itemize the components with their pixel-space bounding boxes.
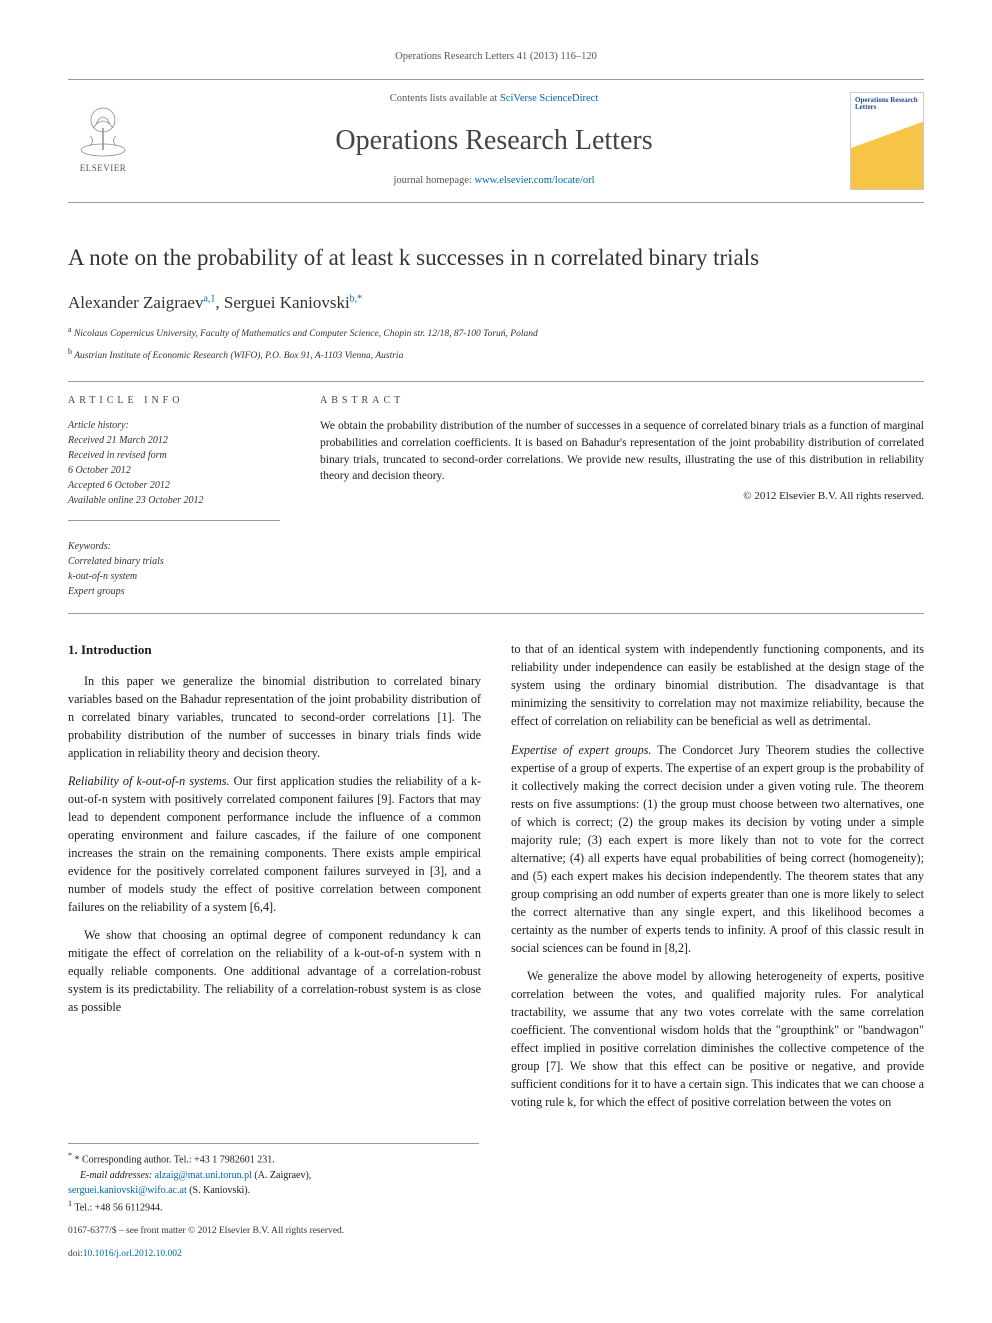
email-addresses: E-mail addresses: alzaig@mat.uni.torun.p…: [68, 1168, 479, 1183]
keywords: Keywords: Correlated binary trials k-out…: [68, 539, 280, 599]
author-2: Serguei Kaniovskib,*: [224, 293, 362, 312]
corresponding-author: * * Corresponding author. Tel.: +43 1 79…: [68, 1150, 479, 1167]
rule: [68, 520, 280, 521]
column-right: to that of an identical system with inde…: [511, 640, 924, 1121]
rule: [68, 381, 924, 382]
affiliation-b: b Austrian Institute of Economic Researc…: [68, 346, 924, 363]
author-1: Alexander Zaigraeva,1: [68, 293, 215, 312]
email-link[interactable]: alzaig@mat.uni.torun.pl: [155, 1170, 252, 1181]
email-link[interactable]: serguei.kaniovski@wifo.ac.at: [68, 1185, 187, 1196]
abstract-text: We obtain the probability distribution o…: [320, 418, 924, 485]
section-heading: 1. Introduction: [68, 640, 481, 659]
abstract-copyright: © 2012 Elsevier B.V. All rights reserved…: [320, 489, 924, 504]
paragraph: to that of an identical system with inde…: [511, 640, 924, 730]
contents-line: Contents lists available at SciVerse Sci…: [138, 92, 850, 107]
body-columns: 1. Introduction In this paper we general…: [68, 640, 924, 1121]
sciencedirect-link[interactable]: SciVerse ScienceDirect: [500, 93, 598, 104]
homepage-line: journal homepage: www.elsevier.com/locat…: [138, 174, 850, 189]
footnote-tel: 1 Tel.: +48 56 6112944.: [68, 1198, 479, 1215]
issn-line: 0167-6377/$ – see front matter © 2012 El…: [68, 1225, 924, 1238]
footnotes: * * Corresponding author. Tel.: +43 1 79…: [68, 1143, 479, 1215]
publisher-name: ELSEVIER: [80, 162, 127, 175]
affiliation-a: a Nicolaus Copernicus University, Facult…: [68, 324, 924, 341]
journal-cover-thumb: Operations Research Letters: [850, 92, 924, 190]
article-title: A note on the probability of at least k …: [68, 243, 924, 273]
journal-title: Operations Research Letters: [138, 121, 850, 160]
rule: [68, 613, 924, 614]
abstract-label: ABSTRACT: [320, 394, 924, 408]
authors: Alexander Zaigraeva,1, Serguei Kaniovski…: [68, 291, 924, 315]
paragraph: In this paper we generalize the binomial…: [68, 672, 481, 762]
column-left: 1. Introduction In this paper we general…: [68, 640, 481, 1121]
paragraph: We show that choosing an optimal degree …: [68, 926, 481, 1016]
article-history: Article history: Received 21 March 2012 …: [68, 418, 280, 508]
article-info-label: ARTICLE INFO: [68, 394, 280, 408]
paragraph: Reliability of k-out-of-n systems. Our f…: [68, 772, 481, 916]
masthead: ELSEVIER Contents lists available at Sci…: [68, 79, 924, 203]
elsevier-tree-icon: [76, 102, 130, 160]
running-header: Operations Research Letters 41 (2013) 11…: [68, 50, 924, 65]
homepage-link[interactable]: www.elsevier.com/locate/orl: [475, 175, 595, 186]
doi-line: doi:10.1016/j.orl.2012.10.002: [68, 1248, 924, 1261]
doi-link[interactable]: 10.1016/j.orl.2012.10.002: [83, 1249, 182, 1259]
paragraph: We generalize the above model by allowin…: [511, 967, 924, 1111]
elsevier-logo: ELSEVIER: [68, 102, 138, 180]
paragraph: Expertise of expert groups. The Condorce…: [511, 741, 924, 958]
